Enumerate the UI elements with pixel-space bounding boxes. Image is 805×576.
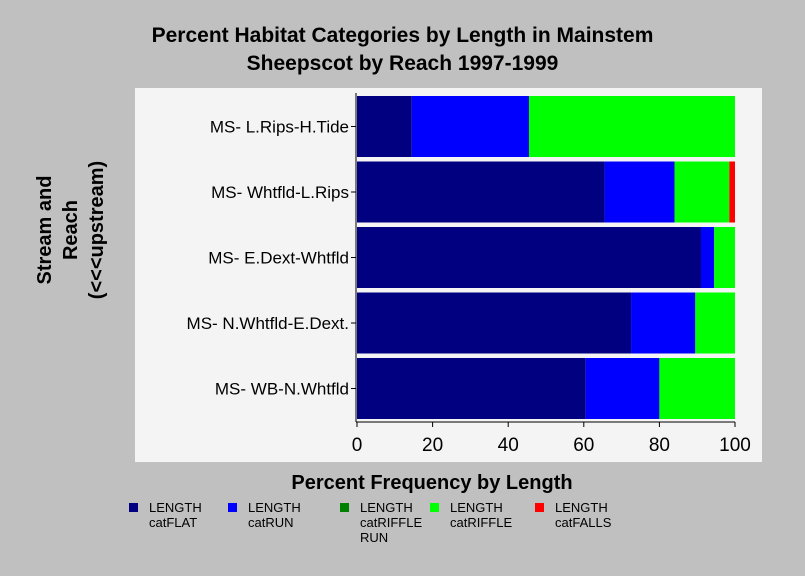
bar-3-series-1 xyxy=(357,227,701,288)
bar-3-series-2 xyxy=(700,227,715,288)
x-axis-title: Percent Frequency by Length xyxy=(291,472,572,494)
legend-swatch-2 xyxy=(228,503,237,512)
legend-swatch-3 xyxy=(340,503,349,512)
legend: LENGTH catFLAT LENGTH catRUN LENGTH catRIF… xyxy=(0,500,805,560)
bar-1-series-1 xyxy=(357,96,412,157)
bar-2-series-5 xyxy=(729,161,735,223)
bar-4-series-2 xyxy=(631,292,696,354)
bar-5-series-1 xyxy=(357,358,586,419)
bar-1-series-2 xyxy=(411,96,529,157)
x-tick-label-3: 40 xyxy=(498,435,519,456)
y-tick-label-4: MS- N.Whtfld-E.Dext. xyxy=(187,314,349,333)
bar-2-series-4 xyxy=(674,161,730,223)
chart-title-line-1: Percent Habitat Categories by Length in … xyxy=(151,24,654,47)
bar-5-series-2 xyxy=(585,358,660,419)
legend-label-3: LENGTH catRIFFLE RUN xyxy=(360,500,423,545)
bar-5-series-4 xyxy=(659,358,735,419)
bar-2-series-1 xyxy=(357,161,605,223)
y-axis-title-line-1: Stream and xyxy=(34,176,56,285)
bar-4-series-4 xyxy=(695,292,735,354)
chart-title-line-2: Sheepscot by Reach 1997-1999 xyxy=(246,52,559,75)
legend-swatch-1 xyxy=(129,503,138,512)
x-tick-label-5: 80 xyxy=(649,435,670,456)
x-tick-label-2: 20 xyxy=(422,435,443,456)
y-tick-label-5: MS- WB-N.Whtfld xyxy=(215,380,349,399)
x-tick-label-4: 60 xyxy=(573,435,594,456)
bar-3-series-4 xyxy=(714,227,735,288)
y-tick-label-3: MS- E.Dext-Whtfld xyxy=(208,249,349,268)
x-tick-label-1: 0 xyxy=(352,435,363,456)
bar-4-series-1 xyxy=(357,292,632,354)
legend-label-1: LENGTH catFLAT xyxy=(149,500,202,530)
y-tick-label-1: MS- L.Rips-H.Tide xyxy=(210,118,349,137)
legend-swatch-5 xyxy=(535,503,544,512)
bar-1-series-4 xyxy=(528,96,735,157)
x-tick-label-6: 100 xyxy=(719,435,751,456)
y-axis-title-line-3: (<<<upstream) xyxy=(86,161,108,299)
legend-label-5: LENGTH catFALLS xyxy=(555,500,612,530)
legend-label-2: LENGTH catRUN xyxy=(248,500,301,530)
legend-label-4: LENGTH catRIFFLE xyxy=(450,500,513,530)
bar-2-series-2 xyxy=(604,161,675,223)
legend-swatch-4 xyxy=(430,503,439,512)
y-tick-label-2: MS- Whtfld-L.Rips xyxy=(211,183,349,202)
y-axis-title-line-2: Reach xyxy=(60,200,82,260)
